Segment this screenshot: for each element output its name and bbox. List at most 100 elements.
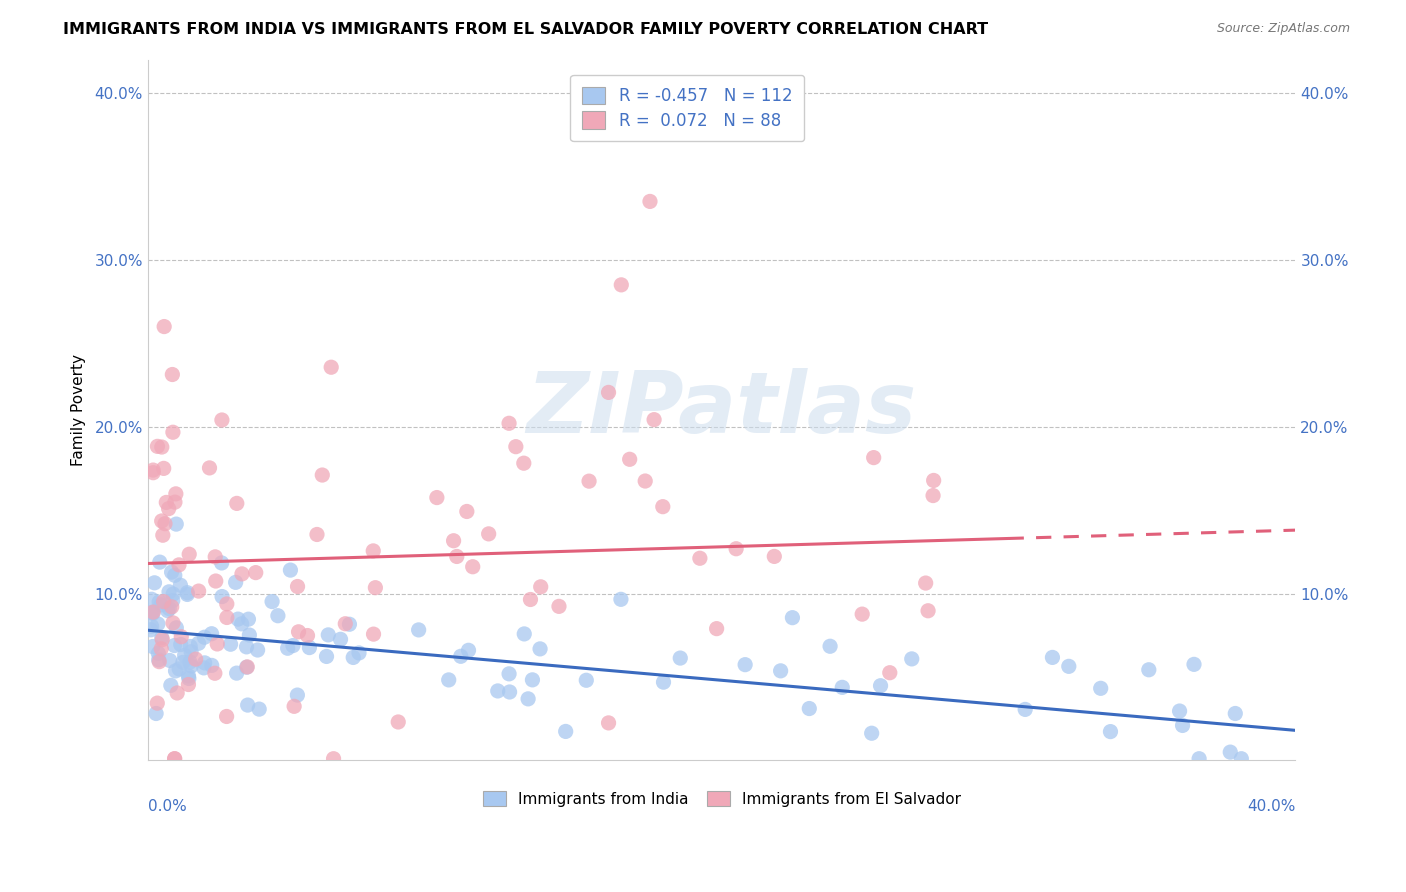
Point [652, 675, 675, 690]
Point [517, 691, 540, 706]
Point [651, 500, 673, 514]
Point [638, 194, 661, 209]
Point [219, 637, 242, 651]
Point [498, 666, 520, 681]
Point [163, 639, 186, 653]
Point [443, 533, 465, 548]
Point [522, 673, 544, 687]
Point [148, 655, 170, 669]
Point [446, 549, 468, 564]
Point [316, 628, 339, 642]
Point [1137, 663, 1160, 677]
Point [215, 709, 238, 723]
Legend: Immigrants from India, Immigrants from El Salvador: Immigrants from India, Immigrants from E… [474, 782, 970, 816]
Point [280, 563, 302, 577]
Point [725, 541, 748, 556]
Point [187, 636, 209, 650]
Point [163, 495, 186, 509]
Point [305, 527, 328, 541]
Point [361, 544, 384, 558]
Point [914, 576, 936, 591]
Point [456, 504, 478, 518]
Point [215, 597, 238, 611]
Point [160, 599, 183, 614]
Text: 40.0%: 40.0% [1247, 799, 1295, 814]
Point [141, 619, 163, 633]
Point [162, 615, 184, 630]
Point [143, 575, 166, 590]
Point [166, 686, 188, 700]
Point [165, 621, 187, 635]
Point [1099, 724, 1122, 739]
Point [287, 688, 309, 702]
Point [281, 639, 304, 653]
Point [204, 666, 226, 681]
Point [689, 551, 711, 566]
Point [335, 616, 357, 631]
Point [387, 714, 409, 729]
Point [869, 679, 891, 693]
Point [247, 702, 270, 716]
Point [167, 558, 190, 572]
Point [236, 660, 259, 674]
Point [159, 653, 181, 667]
Point [152, 528, 174, 542]
Point [1171, 718, 1194, 732]
Point [150, 632, 173, 647]
Point [155, 495, 177, 509]
Point [860, 726, 883, 740]
Point [311, 468, 333, 483]
Point [146, 439, 169, 453]
Point [245, 566, 267, 580]
Point [879, 665, 901, 680]
Point [364, 581, 387, 595]
Point [193, 661, 215, 675]
Point [610, 592, 633, 607]
Point [180, 645, 202, 659]
Point [236, 698, 259, 712]
Point [486, 684, 509, 698]
Point [246, 643, 269, 657]
Point [598, 385, 620, 400]
Point [165, 664, 187, 678]
Point [231, 566, 253, 581]
Point [267, 608, 290, 623]
Point [763, 549, 786, 564]
Point [211, 413, 233, 427]
Point [426, 491, 449, 505]
Point [917, 604, 939, 618]
Point [513, 456, 536, 470]
Point [204, 574, 226, 588]
Point [162, 593, 184, 607]
Point [287, 624, 309, 639]
Point [297, 628, 319, 642]
Point [799, 701, 821, 715]
Point [283, 699, 305, 714]
Point [329, 632, 352, 647]
Point [900, 652, 922, 666]
Point [141, 605, 163, 619]
Point [548, 599, 571, 614]
Point [831, 681, 853, 695]
Point [167, 662, 190, 676]
Point [231, 616, 253, 631]
Point [519, 592, 541, 607]
Point [1014, 702, 1036, 716]
Point [201, 626, 224, 640]
Point [145, 706, 167, 721]
Point [139, 623, 162, 637]
Point [238, 612, 260, 626]
Point [176, 585, 198, 599]
Point [922, 474, 945, 488]
Point [156, 604, 179, 618]
Point [706, 622, 728, 636]
Point [1188, 752, 1211, 766]
Point [163, 752, 186, 766]
Point [211, 556, 233, 570]
Point [165, 517, 187, 532]
Point [235, 640, 257, 654]
Point [1042, 650, 1064, 665]
Point [262, 594, 284, 608]
Point [165, 487, 187, 501]
Point [1225, 706, 1247, 721]
